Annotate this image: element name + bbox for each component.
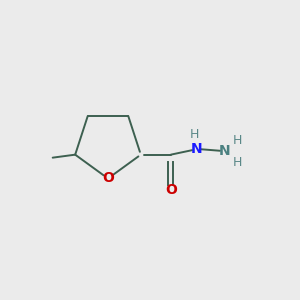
Text: O: O [165,183,177,197]
Text: N: N [219,144,231,158]
Text: H: H [190,128,200,141]
Text: H: H [233,134,242,147]
Text: H: H [233,156,242,169]
Text: N: N [190,142,202,156]
Text: O: O [102,172,114,185]
